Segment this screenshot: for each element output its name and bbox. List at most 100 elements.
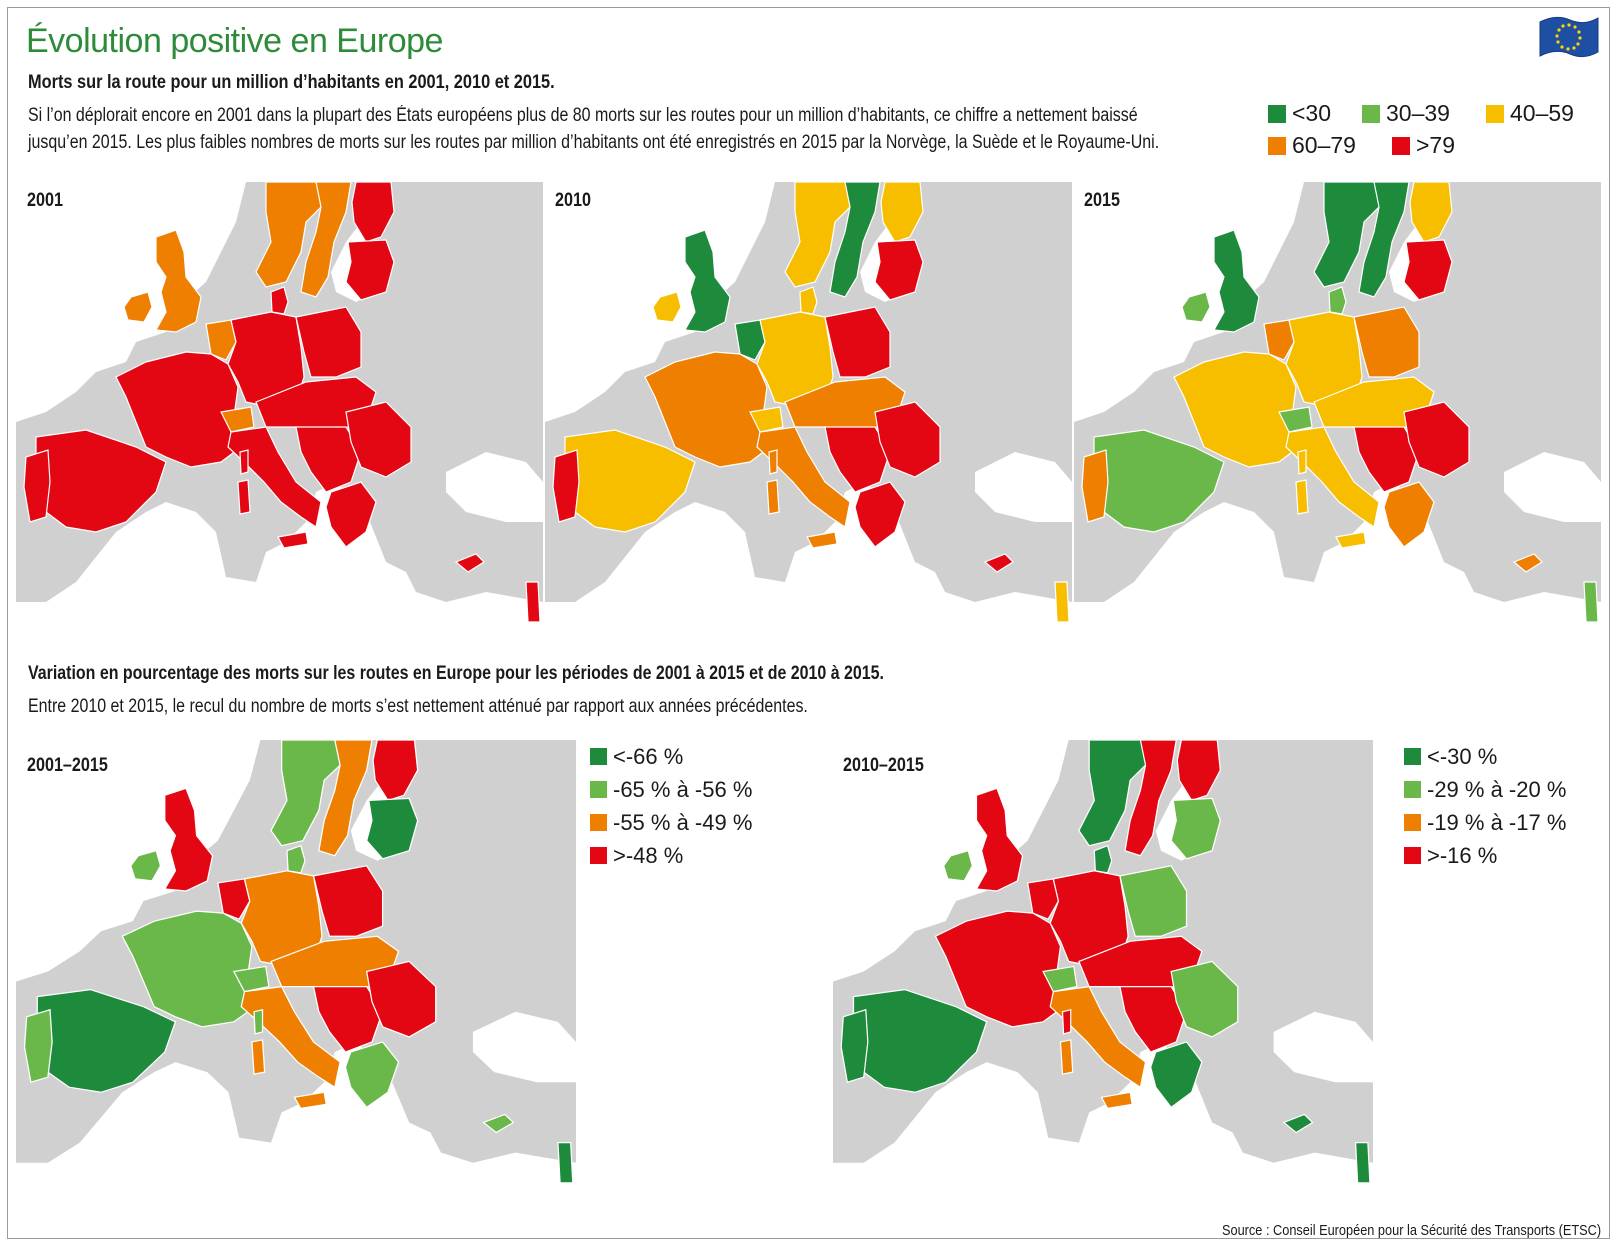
legend-swatch — [590, 847, 607, 864]
country-region-uk — [163, 787, 214, 892]
legend-swatch — [590, 748, 607, 765]
country-region-sweden — [1124, 740, 1177, 857]
legend-2010-2015: <-30 % -29 % à -20 % -19 % à -17 % >-16 … — [1404, 740, 1604, 872]
sea-area — [545, 482, 1072, 644]
country-region-benelux — [1263, 319, 1295, 361]
legend-death-rate: <30 30–39 40–59 60–79 >79 — [1268, 100, 1598, 170]
country-region-swiss — [749, 406, 784, 433]
island-region-italy — [1059, 1039, 1074, 1075]
country-region-finland — [372, 740, 419, 802]
country-region-baltics — [1170, 797, 1221, 860]
legend-swatch — [1404, 781, 1421, 798]
legend-item: >-16 % — [1404, 839, 1604, 872]
country-region-swiss — [1042, 965, 1078, 993]
legend-item: 30–39 — [1362, 100, 1450, 127]
legend-swatch — [1404, 847, 1421, 864]
legend-label: <30 — [1292, 100, 1332, 126]
country-region-romania — [1403, 401, 1470, 478]
country-region-sweden — [300, 182, 352, 298]
country-region-uk — [975, 787, 1024, 892]
map-label-2001: 2001 — [27, 190, 63, 211]
island-region-greece — [1282, 1113, 1314, 1134]
sea-area — [472, 1011, 576, 1083]
country-region-finland — [880, 182, 924, 243]
legend-label: -55 % à -49 % — [613, 809, 753, 835]
section2-text: Entre 2010 et 2015, le recul du nombre d… — [28, 696, 808, 717]
country-region-uk — [155, 229, 202, 333]
country-region-romania — [345, 401, 412, 478]
source-note: Source : Conseil Européen pour la Sécuri… — [1222, 1222, 1602, 1239]
country-region-benelux — [734, 319, 766, 361]
country-region-greece — [854, 481, 906, 548]
legend-label: >-16 % — [1427, 842, 1498, 868]
legend-swatch — [1362, 104, 1380, 123]
island-region-iberia — [525, 581, 541, 623]
island-region-italy — [1100, 1091, 1133, 1110]
country-region-baltics — [345, 239, 395, 301]
country-region-ireland — [1181, 291, 1211, 323]
legend-swatch — [590, 781, 607, 798]
country-region-benelux — [217, 878, 251, 920]
country-region-romania — [365, 960, 437, 1038]
map-2010-2015 — [833, 740, 1373, 1205]
country-region-baltics — [874, 239, 924, 301]
island-region-iberia — [1054, 581, 1070, 623]
island-region-italy — [237, 479, 251, 515]
country-region-swiss — [220, 406, 255, 433]
legend-swatch — [1268, 104, 1286, 123]
country-region-balkans — [312, 985, 384, 1053]
country-region-poland — [295, 306, 362, 378]
island-region-italy — [766, 479, 780, 515]
country-region-sweden — [318, 740, 373, 857]
island-region-italy — [806, 531, 838, 549]
sea-area — [833, 1041, 1373, 1205]
map-label-2001-2015: 2001–2015 — [27, 755, 108, 776]
legend-item: -19 % à -17 % — [1404, 806, 1604, 839]
legend-item: <-66 % — [590, 740, 790, 773]
country-region-greece — [344, 1041, 400, 1109]
map-label-2010: 2010 — [555, 190, 591, 211]
legend-item: -55 % à -49 % — [590, 806, 790, 839]
island-region-greece — [482, 1113, 515, 1134]
island-region-italy — [1295, 479, 1309, 515]
island-region-greece — [1512, 553, 1543, 573]
legend-label: 60–79 — [1292, 132, 1356, 158]
country-region-france — [121, 910, 256, 1028]
sea-area — [1273, 1011, 1373, 1083]
country-region-ireland — [123, 291, 153, 323]
country-region-denmark — [286, 844, 306, 874]
country-region-uk — [684, 229, 731, 333]
island-region-greece — [454, 553, 485, 573]
country-region-swiss — [1278, 406, 1313, 433]
legend-swatch — [1404, 814, 1421, 831]
country-region-greece — [1150, 1041, 1203, 1109]
country-region-france — [644, 351, 771, 468]
country-region-portugal — [23, 449, 51, 523]
country-region-ireland — [652, 291, 682, 323]
legend-swatch — [1392, 136, 1410, 155]
legend-swatch — [1486, 104, 1504, 123]
country-region-france — [115, 351, 242, 468]
map-2001 — [16, 182, 543, 644]
country-region-poland — [312, 865, 384, 937]
legend-2001-2015: <-66 % -65 % à -56 % -55 % à -49 % >-48 … — [590, 740, 790, 872]
island-region-france — [239, 449, 249, 475]
country-region-finland — [1409, 182, 1453, 243]
legend-item: 60–79 — [1268, 132, 1356, 159]
legend-label: 30–39 — [1386, 100, 1450, 126]
country-region-finland — [351, 182, 395, 243]
country-region-baltics — [1403, 239, 1453, 301]
country-region-poland — [824, 306, 891, 378]
legend-label: >-48 % — [613, 842, 684, 868]
legend-item: >-48 % — [590, 839, 790, 872]
map-2010 — [545, 182, 1072, 644]
country-region-swiss — [232, 965, 270, 993]
section1-text-line1: Si l’on déplorait encore en 2001 dans la… — [28, 105, 1138, 126]
section1-text-line2: jusqu’en 2015. Les plus faibles nombres … — [28, 132, 1160, 153]
country-region-france — [1173, 351, 1300, 468]
legend-label: <-30 % — [1427, 743, 1498, 769]
island-region-france — [1061, 1008, 1072, 1035]
legend-label: 40–59 — [1510, 100, 1574, 126]
legend-swatch — [590, 814, 607, 831]
country-region-poland — [1119, 865, 1188, 937]
